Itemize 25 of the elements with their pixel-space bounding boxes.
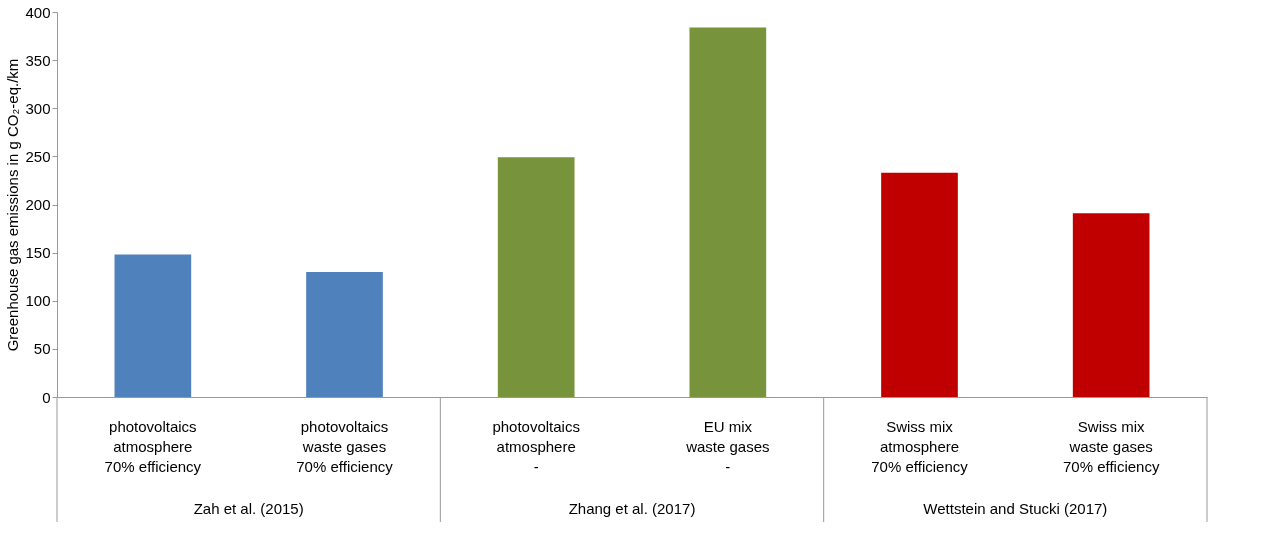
y-tick-label: 100: [25, 292, 51, 310]
x-tick-label: photovoltaics waste gases 70% efficiency: [296, 417, 394, 475]
y-tick-label: 350: [25, 51, 51, 69]
x-tick-label: photovoltaics atmosphere -: [492, 417, 580, 475]
bar: [881, 172, 958, 397]
bar: [497, 157, 575, 397]
x-tick-label: EU mix waste gases -: [685, 417, 770, 475]
y-tick-label: 400: [25, 3, 51, 21]
text: Zah et al. (2015): [193, 500, 304, 517]
text: Zhang et al. (2017): [568, 500, 696, 517]
y-tick-label: 200: [25, 196, 51, 213]
y-axis-title: Greenhouse gas emissions in g CO₂-eq./km: [4, 58, 22, 352]
bar: [1072, 213, 1150, 397]
y-tick-label: 150: [25, 244, 51, 262]
y-tick-label: 0: [42, 388, 51, 406]
y-tick-label: 250: [25, 147, 51, 165]
bar: [306, 271, 383, 397]
y-tick-label: 300: [25, 99, 51, 117]
x-tick-label: Swiss mix atmosphere 70% efficiency: [871, 417, 969, 475]
x-tick-label: Swiss mix waste gases 70% efficiency: [1062, 417, 1160, 475]
x-tick-label: photovoltaics atmosphere 70% efficiency: [104, 417, 202, 475]
bar: [114, 254, 192, 397]
text: Wettstein and Stucki (2017): [923, 500, 1108, 517]
bar: [689, 27, 767, 397]
y-tick-label: 50: [33, 340, 51, 358]
